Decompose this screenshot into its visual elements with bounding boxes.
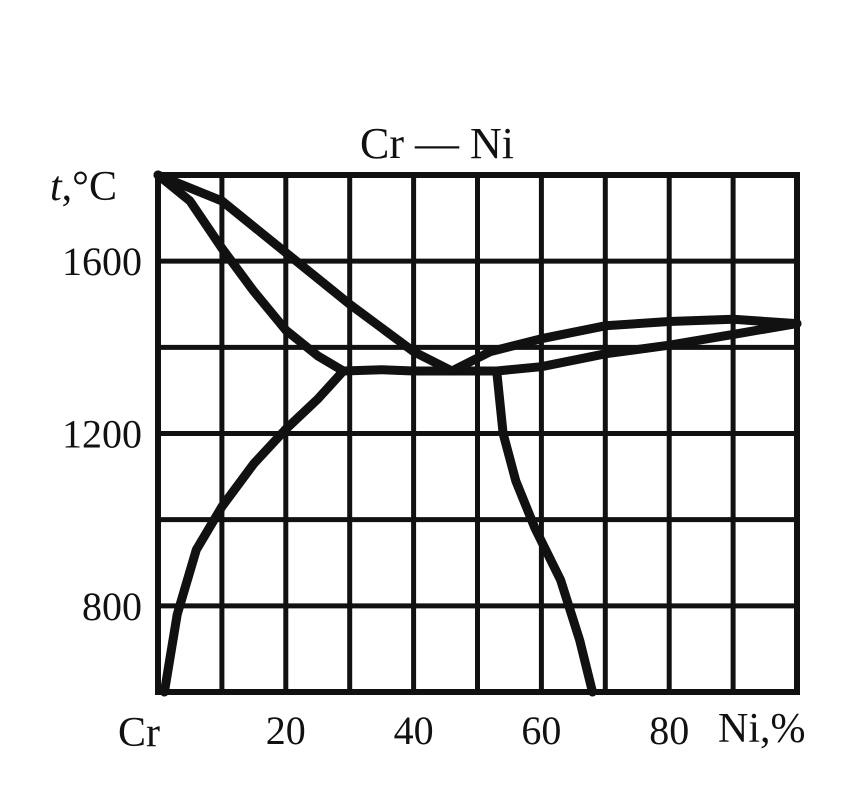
- x-axis-left-label: Cr: [118, 710, 160, 756]
- plot-frame: [155, 172, 800, 695]
- series-solidus-cr-side: [153, 170, 348, 376]
- x-tick-label: 20: [266, 708, 306, 753]
- series-liquidus-ni-side: [447, 314, 802, 376]
- x-axis-label: Ni,%: [718, 706, 806, 752]
- x-tick-label: 40: [394, 708, 434, 753]
- series-eutectic-line: [338, 365, 502, 376]
- phase-curves: [153, 170, 802, 697]
- chart-title: Cr — Ni: [360, 119, 514, 168]
- y-axis-label: t,°C: [50, 164, 117, 210]
- y-tick-label: 1200: [62, 412, 142, 457]
- x-tick-labels: 20 40 60 80: [266, 708, 689, 753]
- y-axis-label-unit: ,°C: [62, 164, 117, 210]
- x-tick-label: 60: [521, 708, 561, 753]
- series-solidus-ni-side: [492, 319, 802, 376]
- y-tick-label: 1600: [62, 239, 142, 284]
- y-tick-labels: 800 1200 1600: [62, 239, 142, 629]
- y-tick-label: 800: [82, 584, 142, 629]
- y-axis-label-symbol: t: [50, 164, 63, 210]
- x-tick-label: 80: [649, 708, 689, 753]
- grid: [158, 175, 797, 692]
- series-liquidus-cr-side: [153, 170, 457, 376]
- series-solvus-ni-side: [492, 366, 597, 697]
- series-solvus-cr-side: [159, 366, 348, 697]
